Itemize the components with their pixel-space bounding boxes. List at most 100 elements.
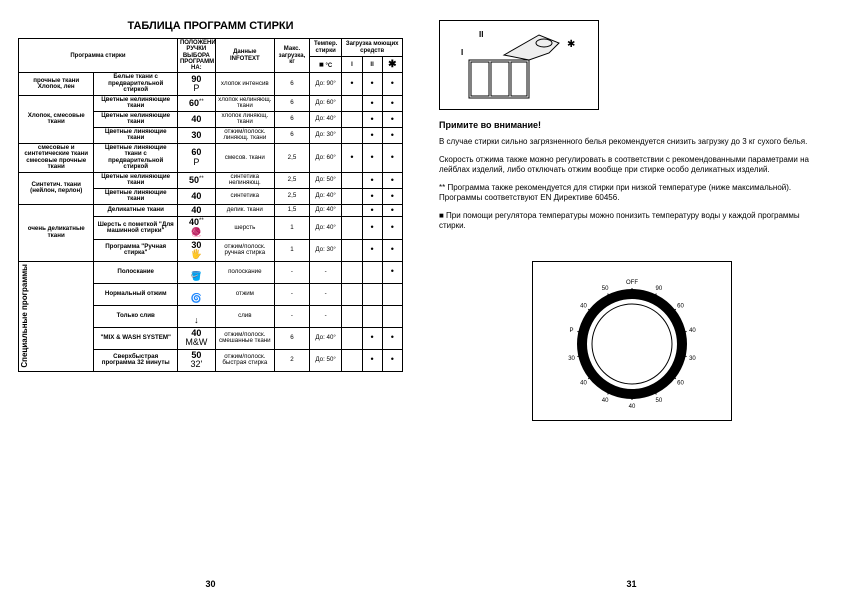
svg-text:40: 40 bbox=[628, 404, 635, 410]
max-load: - bbox=[274, 283, 309, 305]
svg-text:50: 50 bbox=[601, 286, 608, 292]
program-desc: Нормальный отжим bbox=[94, 283, 178, 305]
th-load: Макс. загрузка, кг bbox=[274, 39, 309, 73]
note-p2: Скорость отжима также можно регулировать… bbox=[439, 155, 824, 175]
wash-temp: До: 40° bbox=[309, 217, 341, 239]
detergent-1 bbox=[342, 349, 362, 371]
dispenser-icon: I II ✱ bbox=[449, 25, 589, 105]
svg-text:90: 90 bbox=[655, 286, 662, 292]
max-load: 6 bbox=[274, 95, 309, 111]
knob-pos: 🪣 bbox=[177, 261, 215, 283]
detergent-1 bbox=[342, 327, 362, 349]
program-desc: Цветные нелиняющие ткани bbox=[94, 172, 178, 188]
table-row: Синтетич. ткани (нейлон, перлон)Цветные … bbox=[19, 172, 403, 188]
program-desc: Цветные линяющие ткани с предварительной… bbox=[94, 143, 178, 172]
program-desc: Цветные нелиняющие ткани bbox=[94, 111, 178, 127]
program-desc: Деликатные ткани bbox=[94, 204, 178, 217]
infotext: синтетика bbox=[215, 188, 274, 204]
detergent-3 bbox=[382, 204, 402, 217]
detergent-3 bbox=[382, 327, 402, 349]
svg-text:60: 60 bbox=[677, 304, 684, 310]
temperature-dial-figure: OFF90604030605040404030P4050 bbox=[532, 261, 732, 421]
svg-text:40: 40 bbox=[601, 398, 608, 404]
wash-temp: До: 30° bbox=[309, 127, 341, 143]
max-load: 1 bbox=[274, 217, 309, 239]
program-desc: Цветные линяющие ткани bbox=[94, 127, 178, 143]
table-row: очень деликатные тканиДеликатные ткани40… bbox=[19, 204, 403, 217]
program-desc: Только слив bbox=[94, 305, 178, 327]
detergent-1 bbox=[342, 283, 362, 305]
dial-icon: OFF90604030605040404030P4050 bbox=[552, 266, 712, 416]
knob-pos: 30🖐 bbox=[177, 239, 215, 261]
infotext: отжим/полоск. смешанные ткани bbox=[215, 327, 274, 349]
wash-temp: До: 60° bbox=[309, 143, 341, 172]
detergent-3 bbox=[382, 95, 402, 111]
wash-programs-table: Программа стирки ПОЛОЖЕНИЕ РУЧКИ ВЫБОРА … bbox=[18, 38, 403, 372]
detergent-3 bbox=[382, 283, 402, 305]
note-p1: В случае стирки сильно загрязненного бел… bbox=[439, 137, 824, 147]
knob-pos: 40 bbox=[177, 204, 215, 217]
detergent-2 bbox=[362, 143, 382, 172]
detergent-3 bbox=[382, 143, 402, 172]
infotext: отжим/полоск. линяющ. ткани bbox=[215, 127, 274, 143]
detergent-dispenser-figure: I II ✱ bbox=[439, 20, 599, 110]
table-title: ТАБЛИЦА ПРОГРАММ СТИРКИ bbox=[18, 20, 403, 32]
wash-temp: До: 50° bbox=[309, 172, 341, 188]
max-load: 6 bbox=[274, 111, 309, 127]
detergent-2 bbox=[362, 349, 382, 371]
wash-temp: До: 60° bbox=[309, 95, 341, 111]
wash-temp: - bbox=[309, 305, 341, 327]
infotext: смесов. ткани bbox=[215, 143, 274, 172]
svg-text:40: 40 bbox=[689, 328, 696, 334]
detergent-1 bbox=[342, 172, 362, 188]
wash-temp: До: 40° bbox=[309, 111, 341, 127]
knob-pos: 🌀 bbox=[177, 283, 215, 305]
infotext: синтети­ка нелиняющ. bbox=[215, 172, 274, 188]
detergent-2 bbox=[362, 188, 382, 204]
detergent-3 bbox=[382, 127, 402, 143]
detergent-2 bbox=[362, 73, 382, 96]
max-load: 6 bbox=[274, 73, 309, 96]
detergent-2 bbox=[362, 204, 382, 217]
svg-text:II: II bbox=[479, 30, 483, 39]
detergent-3 bbox=[382, 349, 402, 371]
max-load: - bbox=[274, 305, 309, 327]
program-desc: Цветные линяющие ткани bbox=[94, 188, 178, 204]
left-page: ТАБЛИЦА ПРОГРАММ СТИРКИ Программа стирки… bbox=[0, 0, 421, 595]
th-detergent-top: Загрузка моющих средств bbox=[342, 39, 403, 57]
max-load: 2,5 bbox=[274, 188, 309, 204]
knob-pos: 40 bbox=[177, 111, 215, 127]
detergent-3 bbox=[382, 217, 402, 239]
knob-pos: 90P bbox=[177, 73, 215, 96]
infotext: отжим/полоск. ручная стирка bbox=[215, 239, 274, 261]
svg-text:I: I bbox=[461, 48, 463, 57]
knob-pos: 50** bbox=[177, 172, 215, 188]
detergent-2 bbox=[362, 305, 382, 327]
detergent-1 bbox=[342, 73, 362, 96]
th-d3: ✱ bbox=[382, 57, 402, 73]
wash-temp: - bbox=[309, 261, 341, 283]
svg-text:✱: ✱ bbox=[567, 39, 575, 50]
detergent-3 bbox=[382, 111, 402, 127]
detergent-3 bbox=[382, 188, 402, 204]
infotext: полоскание bbox=[215, 261, 274, 283]
th-program: Программа стирки bbox=[19, 39, 178, 73]
program-desc: Цветные нелиняющие ткани bbox=[94, 95, 178, 111]
max-load: 2,5 bbox=[274, 172, 309, 188]
max-load: 2 bbox=[274, 349, 309, 371]
wash-temp: До: 30° bbox=[309, 239, 341, 261]
infotext: слив bbox=[215, 305, 274, 327]
detergent-1 bbox=[342, 305, 362, 327]
group-label: очень деликатные ткани bbox=[19, 204, 94, 261]
right-page: I II ✱ Примите во внимание! В случае сти… bbox=[421, 0, 842, 595]
detergent-1 bbox=[342, 204, 362, 217]
notes-section: Примите во внимание! В случае стирки сил… bbox=[439, 120, 824, 231]
detergent-1 bbox=[342, 95, 362, 111]
note-p4: ■ При помощи регулятора температуры можн… bbox=[439, 211, 824, 231]
detergent-2 bbox=[362, 111, 382, 127]
wash-temp: До: 40° bbox=[309, 327, 341, 349]
program-desc: "MIX & WASH SYSTEM" bbox=[94, 327, 178, 349]
wash-temp: До: 90° bbox=[309, 73, 341, 96]
max-load: 1,5 bbox=[274, 204, 309, 217]
detergent-3 bbox=[382, 172, 402, 188]
